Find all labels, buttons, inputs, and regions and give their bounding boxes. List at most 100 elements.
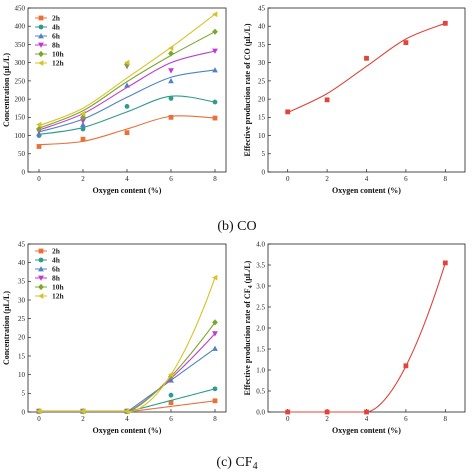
y-tick-label: 0.0 xyxy=(256,408,265,416)
x-tick-label: 2 xyxy=(81,175,85,183)
y-tick-label: 3.0 xyxy=(256,282,265,290)
x-tick-label: 4 xyxy=(365,415,369,423)
data-point xyxy=(442,260,448,266)
x-tick-label: 0 xyxy=(37,175,41,183)
y-tick-label: 5 xyxy=(22,390,26,398)
legend-marker xyxy=(38,42,44,48)
legend-entry: 2h xyxy=(52,247,61,256)
data-point-12h xyxy=(80,408,86,415)
fit-curve-10h xyxy=(38,31,216,129)
y-axis-label-main: Effective production rate of CF xyxy=(243,288,252,395)
data-point-10h xyxy=(212,319,218,326)
y-tick-label: 35 xyxy=(258,41,266,49)
caption-cf4-subscript: 4 xyxy=(253,461,258,472)
y-tick-label: 5 xyxy=(262,150,266,158)
legend-entry: 8h xyxy=(52,41,61,50)
data-point xyxy=(364,55,369,61)
data-point-6h xyxy=(212,67,218,73)
y-tick-label: 100 xyxy=(15,132,26,140)
data-point-12h xyxy=(212,274,218,281)
legend-entry: 2h xyxy=(52,14,61,23)
data-point-12h xyxy=(36,121,42,128)
data-point-10h xyxy=(80,114,86,121)
y-tick-label: 45 xyxy=(258,4,266,12)
legend-marker xyxy=(38,293,44,299)
data-point-4h xyxy=(168,95,174,101)
data-point-2h xyxy=(168,114,174,120)
fit-curve xyxy=(287,22,446,114)
x-tick-label: 6 xyxy=(404,415,408,423)
legend-marker xyxy=(38,266,44,272)
data-point xyxy=(442,20,448,26)
data-point-4h xyxy=(212,99,218,105)
data-point-12h xyxy=(124,59,130,66)
plot-frame xyxy=(267,7,466,173)
legend-entry: 4h xyxy=(52,256,61,265)
y-tick-label: 45 xyxy=(18,240,26,248)
y-tick-label: 10 xyxy=(18,371,26,379)
x-tick-label: 4 xyxy=(365,175,369,183)
legend-marker xyxy=(38,24,44,30)
x-axis-label: Oxygen content (%) xyxy=(93,186,162,195)
y-tick-label: 15 xyxy=(18,352,26,360)
data-point-10h xyxy=(212,28,218,35)
fit-curve-6h xyxy=(39,348,216,412)
y-tick-label: 40 xyxy=(18,259,26,267)
y-tick-label: 4.0 xyxy=(256,240,265,248)
y-tick-label: 250 xyxy=(15,77,26,85)
y-tick-label: 350 xyxy=(15,41,26,49)
data-point-2h xyxy=(36,144,42,149)
y-tick-label: 20 xyxy=(18,334,26,342)
data-point xyxy=(285,109,291,115)
legend-entry: 6h xyxy=(52,265,61,274)
data-point xyxy=(364,409,369,415)
legend-entry: 12h xyxy=(52,292,65,301)
data-point-8h xyxy=(168,68,174,74)
legend-marker xyxy=(38,257,44,263)
y-tick-label: 450 xyxy=(15,4,26,12)
data-point-2h xyxy=(124,130,130,136)
x-axis-label: Oxygen content (%) xyxy=(332,186,401,195)
data-point-10h xyxy=(36,125,42,133)
y-tick-label: 3.5 xyxy=(256,261,265,269)
legend-marker xyxy=(38,275,44,281)
x-tick-label: 2 xyxy=(325,175,329,183)
legend-marker xyxy=(38,60,44,66)
caption-cf4: (c) CF4 xyxy=(216,455,257,472)
data-point xyxy=(285,409,291,415)
data-point-4h xyxy=(212,386,218,392)
data-point xyxy=(403,40,409,46)
data-point-2h xyxy=(80,136,86,142)
x-tick-label: 4 xyxy=(125,175,129,183)
y-tick-label: 200 xyxy=(15,96,26,104)
fit-curve-8h xyxy=(38,50,216,131)
x-tick-label: 8 xyxy=(444,175,448,183)
caption-cf4-main: (c) CF xyxy=(216,455,252,470)
legend-entry: 10h xyxy=(52,50,65,59)
data-point-12h xyxy=(212,11,218,18)
data-point-4h xyxy=(80,126,86,132)
cf4-rate-panel: 0 2 4 6 8 0.0 0.5 1.0 1.5 2.0 2.5 3.0 3.5 4.0 Oxygen c… xyxy=(243,240,466,435)
legend-entry: 10h xyxy=(52,283,65,292)
x-tick-label: 0 xyxy=(286,415,290,423)
y-tick-label: 1.5 xyxy=(256,345,265,353)
legend-entry: 6h xyxy=(52,32,61,41)
x-tick-label: 8 xyxy=(444,415,448,423)
y-tick-label: 0 xyxy=(262,168,266,176)
y-tick-label: 15 xyxy=(258,114,266,122)
data-point-12h xyxy=(168,371,174,378)
y-tick-label: 10 xyxy=(258,132,266,140)
x-tick-label: 6 xyxy=(169,175,173,183)
y-axis-label: Concentration (μL/L) xyxy=(2,291,11,365)
fit-curve-6h xyxy=(38,69,216,133)
x-tick-label: 2 xyxy=(325,415,329,423)
y-tick-label: 2.5 xyxy=(256,303,265,311)
data-point-6h xyxy=(168,78,174,84)
y-axis-label: Concentration (μL/L) xyxy=(2,53,11,127)
legend-marker xyxy=(38,283,44,291)
y-tick-label: 25 xyxy=(258,77,266,85)
plot-frame xyxy=(267,243,466,413)
data-point-10h xyxy=(168,50,174,57)
x-tick-label: 8 xyxy=(213,415,217,423)
